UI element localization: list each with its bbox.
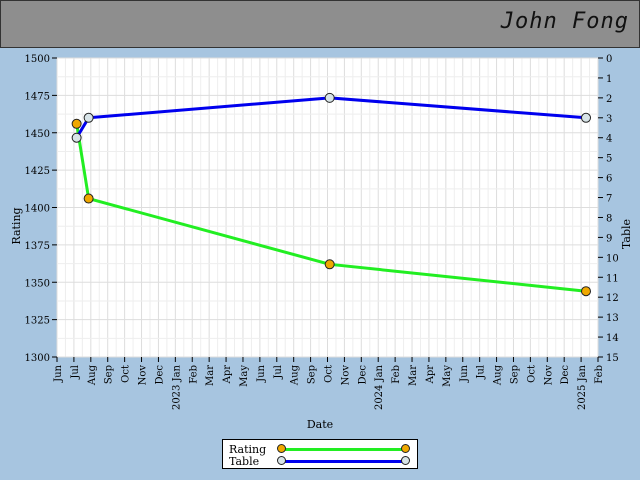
x-tick-label: Aug xyxy=(87,364,98,386)
table-data-point xyxy=(324,92,335,103)
legend-item-table: Table xyxy=(229,455,415,468)
y2-tick-label: 7 xyxy=(606,194,612,205)
player-name: John Fong xyxy=(500,9,629,34)
x-tick-label: Jun xyxy=(53,364,64,382)
y2-tick-label: 12 xyxy=(606,293,619,304)
y-tick-label: 1425 xyxy=(25,166,50,177)
x-tick-label: 2023 Jan xyxy=(171,364,182,410)
y2-tick-label: 3 xyxy=(606,114,612,125)
x-tick-label: May xyxy=(442,365,453,387)
legend-marker-table-left xyxy=(277,456,286,465)
legend-marker-rating-right xyxy=(401,444,410,453)
y-tick-label: 1500 xyxy=(25,54,50,65)
x-tick-label: Nov xyxy=(138,365,149,386)
x-tick-label: Oct xyxy=(526,365,537,383)
x-tick-label: Oct xyxy=(121,365,132,383)
legend-marker-table-right xyxy=(401,456,410,465)
table-series-line xyxy=(75,96,587,139)
x-tick-label: Apr xyxy=(222,365,233,385)
x-tick-label: Jun xyxy=(256,364,267,382)
y-tick-label: 1375 xyxy=(25,241,50,252)
x-tick-label: Mar xyxy=(205,365,216,386)
x-tick-label: Jul xyxy=(476,365,487,380)
legend-swatch-table xyxy=(281,460,403,463)
legend: Rating Table xyxy=(222,439,418,469)
x-tick-label: Aug xyxy=(493,364,504,386)
y-tick-label: 1300 xyxy=(25,353,50,364)
legend-swatch-rating xyxy=(281,448,403,451)
x-tick-label: Jul xyxy=(70,365,81,380)
y2-tick-label: 10 xyxy=(606,253,619,264)
x-tick-label: Feb xyxy=(188,365,199,384)
x-tick-label: Aug xyxy=(290,364,301,386)
x-tick-label: Mar xyxy=(408,365,419,386)
y-tick-label: 1350 xyxy=(25,278,50,289)
y2-tick-label: 5 xyxy=(606,154,612,165)
y-tick-label: 1400 xyxy=(25,204,50,215)
y2-tick-label: 11 xyxy=(606,273,619,284)
rating-series-line xyxy=(75,123,587,293)
x-tick-label: Jul xyxy=(273,365,284,380)
legend-label-rating: Rating xyxy=(229,443,267,456)
legend-item-rating: Rating xyxy=(229,443,415,456)
header-bar: John Fong xyxy=(0,0,640,48)
y2-axis-title: Table xyxy=(620,219,633,249)
x-axis-title: Date xyxy=(307,418,333,431)
table-data-point xyxy=(71,132,82,143)
x-tick-label: Apr xyxy=(425,365,436,385)
x-tick-label: Sep xyxy=(307,365,318,384)
rating-data-point xyxy=(83,193,94,204)
x-tick-label: Sep xyxy=(104,365,115,384)
y-tick-label: 1475 xyxy=(25,91,50,102)
y2-tick-label: 9 xyxy=(606,233,612,244)
y2-tick-label: 14 xyxy=(606,333,619,344)
x-tick-label: Dec xyxy=(357,365,368,385)
x-tick-label: Dec xyxy=(154,365,165,385)
y2-tick-label: 15 xyxy=(606,353,619,364)
x-tick-label: 2025 Jan xyxy=(577,364,588,410)
y2-tick-label: 13 xyxy=(606,313,619,324)
x-tick-label: Sep xyxy=(509,365,520,384)
y2-tick-label: 1 xyxy=(606,74,612,85)
rating-data-point xyxy=(581,286,592,297)
y2-tick-label: 6 xyxy=(606,174,612,185)
y-tick-label: 1325 xyxy=(25,316,50,327)
y-axis-title: Rating xyxy=(10,207,23,244)
y2-tick-label: 8 xyxy=(606,213,612,224)
legend-label-table: Table xyxy=(229,455,260,468)
x-tick-label: 2024 Jan xyxy=(374,364,385,410)
rating-data-point xyxy=(71,118,82,129)
y2-tick-label: 0 xyxy=(606,54,612,65)
table-data-point xyxy=(581,112,592,123)
x-tick-label: Oct xyxy=(324,365,335,383)
x-tick-label: Dec xyxy=(560,365,571,385)
legend-marker-rating-left xyxy=(277,444,286,453)
x-tick-label: Nov xyxy=(340,365,351,386)
rating-data-point xyxy=(324,259,335,270)
x-tick-label: May xyxy=(239,365,250,387)
x-tick-label: Jun xyxy=(459,364,470,382)
y-tick-label: 1450 xyxy=(25,129,50,140)
y2-tick-label: 4 xyxy=(606,134,612,145)
x-tick-label: Nov xyxy=(543,365,554,386)
x-tick-label: Feb xyxy=(391,365,402,384)
x-tick-label: Feb xyxy=(594,365,605,384)
table-data-point xyxy=(83,112,94,123)
y2-tick-label: 2 xyxy=(606,94,612,105)
